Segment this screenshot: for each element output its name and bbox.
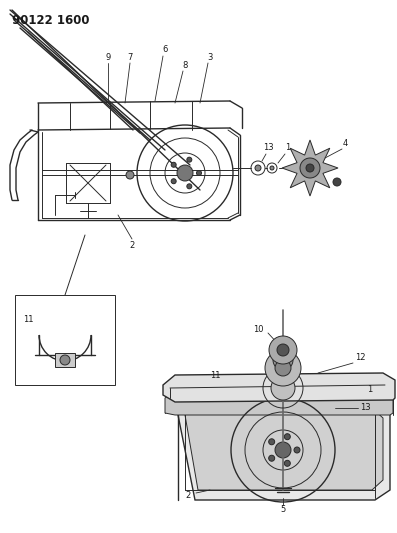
Polygon shape [178,400,390,500]
Circle shape [187,157,192,162]
Text: 11: 11 [210,370,220,379]
Polygon shape [163,373,395,402]
Circle shape [306,164,314,172]
Text: 7: 7 [127,52,133,61]
Text: 90122 1600: 90122 1600 [12,14,89,27]
Text: 3: 3 [207,52,213,61]
Text: 10: 10 [253,326,263,335]
Circle shape [171,162,176,167]
Circle shape [187,184,192,189]
Circle shape [255,165,261,171]
Bar [15,295,115,385]
Circle shape [171,179,176,184]
Circle shape [333,178,341,186]
Polygon shape [282,140,338,196]
Circle shape [269,336,297,364]
Text: 1: 1 [367,385,373,394]
Text: 11: 11 [23,316,33,325]
Circle shape [271,376,295,400]
Circle shape [275,442,291,458]
Circle shape [126,171,134,179]
Polygon shape [185,408,383,490]
Text: 5: 5 [280,505,285,514]
Text: 8: 8 [182,61,188,69]
Circle shape [270,166,274,170]
Circle shape [269,455,275,461]
Bar [55,353,75,367]
Circle shape [269,439,275,445]
Text: 2: 2 [129,240,135,249]
Circle shape [177,165,193,181]
Polygon shape [165,388,393,415]
Circle shape [265,350,301,386]
Text: 12: 12 [355,353,365,362]
Circle shape [284,461,290,466]
Text: 4: 4 [342,139,348,148]
Circle shape [277,344,289,356]
Circle shape [60,355,70,365]
Text: 13: 13 [263,143,273,152]
Circle shape [197,171,202,175]
Circle shape [300,158,320,178]
Text: 9: 9 [105,52,111,61]
Circle shape [275,360,291,376]
Circle shape [273,350,293,370]
Circle shape [294,447,300,453]
Text: 1: 1 [285,143,291,152]
Circle shape [284,434,290,440]
Text: 13: 13 [360,403,370,413]
Text: 6: 6 [162,45,168,54]
Text: 2: 2 [185,490,191,499]
